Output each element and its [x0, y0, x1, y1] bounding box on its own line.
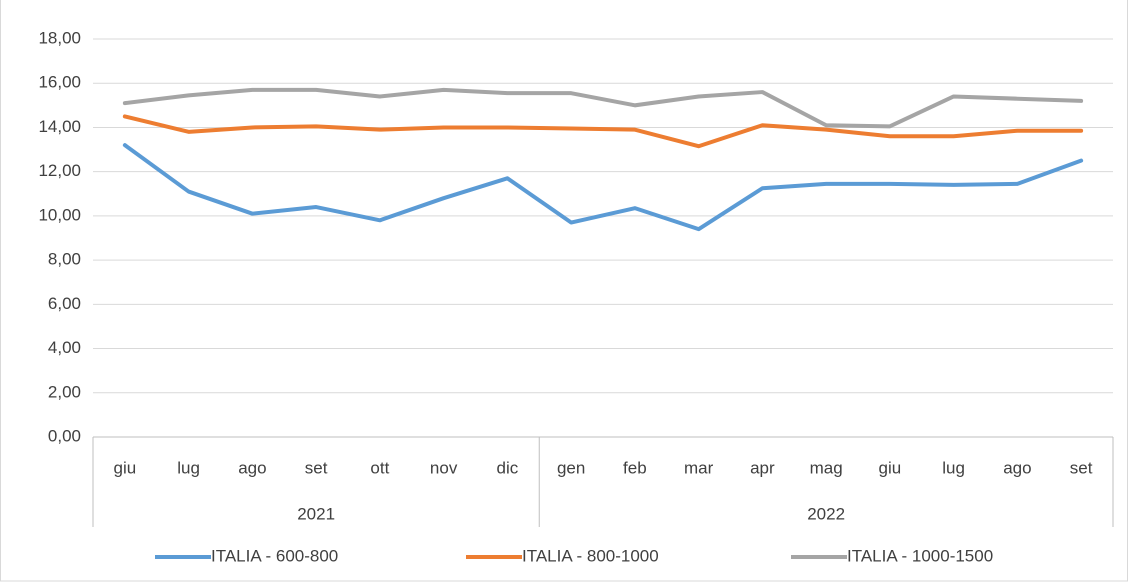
y-tick-label: 12,00 [38, 161, 81, 180]
series-line [122, 143, 1084, 232]
x-tick-label: ago [238, 458, 266, 477]
y-tick-label: 14,00 [38, 117, 81, 136]
x-tick-label: ott [370, 458, 389, 477]
legend-label: ITALIA - 600-800 [211, 546, 338, 565]
y-tick-label: 2,00 [48, 382, 81, 401]
x-tick-label: set [1070, 458, 1093, 477]
x-tick-label: dic [497, 458, 519, 477]
x-tick-label: nov [430, 458, 458, 477]
series-line [122, 114, 1084, 149]
x-tick-label: mag [810, 458, 843, 477]
y-tick-label: 16,00 [38, 73, 81, 92]
x-tick-label: mar [684, 458, 714, 477]
x-tick-label: giu [879, 458, 902, 477]
x-tick-label: gen [557, 458, 585, 477]
group-label: 2022 [807, 504, 845, 523]
x-tick-label: feb [623, 458, 647, 477]
group-label: 2021 [297, 504, 335, 523]
x-tick-label: set [305, 458, 328, 477]
x-tick-label: giu [114, 458, 137, 477]
x-tick-label: lug [942, 458, 965, 477]
y-tick-label: 4,00 [48, 338, 81, 357]
y-tick-label: 8,00 [48, 250, 81, 269]
x-tick-label: ago [1003, 458, 1031, 477]
y-tick-label: 0,00 [48, 426, 81, 445]
x-tick-label: lug [177, 458, 200, 477]
series-line [122, 87, 1084, 129]
y-tick-label: 10,00 [38, 205, 81, 224]
y-tick-label: 18,00 [38, 28, 81, 47]
y-tick-label: 6,00 [48, 294, 81, 313]
legend-label: ITALIA - 800-1000 [522, 546, 659, 565]
x-tick-label: apr [750, 458, 775, 477]
legend-label: ITALIA - 1000-1500 [847, 546, 993, 565]
